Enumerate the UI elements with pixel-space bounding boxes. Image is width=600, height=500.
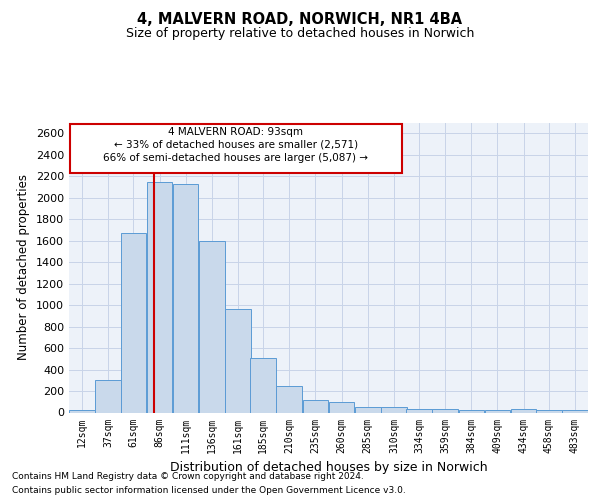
Text: ← 33% of detached houses are smaller (2,571): ← 33% of detached houses are smaller (2,… <box>114 140 358 149</box>
Bar <box>173 184 199 412</box>
Bar <box>511 410 536 412</box>
Bar <box>250 358 276 412</box>
Bar <box>536 410 562 412</box>
Bar <box>381 407 407 412</box>
Bar <box>302 400 328 412</box>
Bar <box>458 410 484 412</box>
X-axis label: Distribution of detached houses by size in Norwich: Distribution of detached houses by size … <box>170 461 487 474</box>
Bar <box>225 310 251 412</box>
Bar <box>277 386 302 412</box>
Bar <box>146 182 172 412</box>
Bar <box>562 410 588 412</box>
Bar <box>121 233 146 412</box>
FancyBboxPatch shape <box>70 124 402 173</box>
Bar <box>199 241 224 412</box>
Text: 66% of semi-detached houses are larger (5,087) →: 66% of semi-detached houses are larger (… <box>103 152 368 162</box>
Bar <box>433 408 458 412</box>
Y-axis label: Number of detached properties: Number of detached properties <box>17 174 31 360</box>
Text: 4, MALVERN ROAD, NORWICH, NR1 4BA: 4, MALVERN ROAD, NORWICH, NR1 4BA <box>137 12 463 28</box>
Bar <box>69 410 95 412</box>
Text: 4 MALVERN ROAD: 93sqm: 4 MALVERN ROAD: 93sqm <box>169 127 304 137</box>
Text: Size of property relative to detached houses in Norwich: Size of property relative to detached ho… <box>126 28 474 40</box>
Bar <box>95 380 121 412</box>
Bar <box>485 410 511 412</box>
Text: Contains public sector information licensed under the Open Government Licence v3: Contains public sector information licen… <box>12 486 406 495</box>
Text: Contains HM Land Registry data © Crown copyright and database right 2024.: Contains HM Land Registry data © Crown c… <box>12 472 364 481</box>
Bar <box>406 410 432 412</box>
Bar <box>329 402 355 412</box>
Bar <box>355 407 380 412</box>
